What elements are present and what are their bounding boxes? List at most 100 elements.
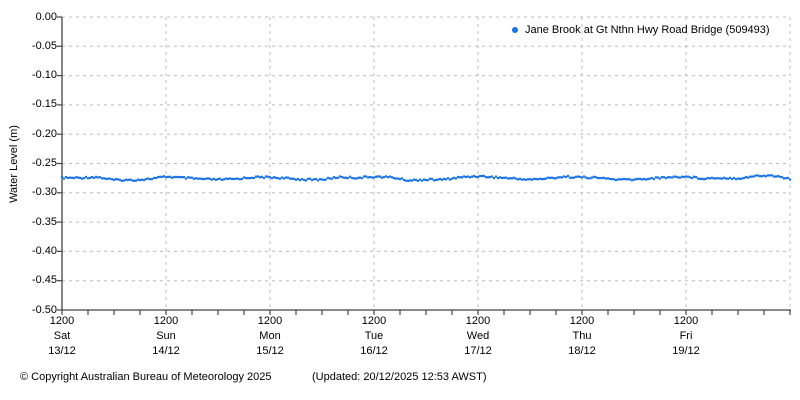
data-point	[670, 176, 674, 179]
data-point	[450, 177, 454, 180]
x-tick-label: 1200 Thu 18/12	[542, 314, 622, 359]
data-point	[326, 176, 330, 179]
data-point	[132, 179, 136, 182]
data-point	[486, 176, 490, 179]
data-point	[662, 176, 666, 179]
data-point	[366, 176, 370, 179]
data-point	[534, 177, 538, 181]
x-tick-time: 1200	[361, 315, 387, 327]
data-point	[478, 174, 482, 178]
data-point	[342, 176, 346, 179]
data-point	[106, 177, 110, 180]
data-point	[250, 176, 254, 179]
data-point	[168, 175, 172, 178]
data-point	[754, 174, 758, 177]
data-point	[118, 178, 122, 181]
data-point	[546, 176, 550, 179]
x-tick-time: 1200	[153, 315, 179, 327]
data-point	[162, 175, 166, 178]
data-point	[426, 179, 430, 182]
data-point	[636, 177, 640, 180]
data-point	[194, 177, 198, 180]
data-point	[286, 176, 290, 179]
data-point	[176, 176, 180, 179]
data-point	[606, 177, 610, 180]
data-point	[378, 175, 382, 178]
data-point	[370, 176, 374, 179]
data-point	[236, 177, 240, 180]
data-point	[540, 178, 544, 181]
data-point	[280, 176, 284, 179]
data-point	[770, 174, 774, 177]
data-point	[382, 176, 386, 179]
data-point	[646, 177, 650, 181]
data-point	[726, 177, 730, 180]
x-tick-date: 15/12	[256, 345, 284, 357]
data-point	[98, 176, 102, 179]
x-tick-time: 1200	[673, 315, 699, 327]
data-point	[614, 179, 618, 182]
data-point	[774, 175, 778, 178]
data-point	[330, 177, 334, 180]
data-point	[206, 177, 210, 180]
data-point	[142, 179, 146, 182]
data-point	[66, 176, 70, 180]
data-point	[524, 178, 528, 181]
data-point	[196, 177, 200, 180]
data-point	[290, 177, 294, 180]
data-point	[300, 177, 304, 181]
data-point	[210, 178, 214, 181]
data-point	[158, 175, 162, 178]
data-point	[782, 177, 786, 180]
legend-label: Jane Brook at Gt Nthn Hwy Road Bridge (5…	[525, 24, 770, 36]
data-point	[508, 177, 512, 180]
data-point	[610, 178, 614, 181]
data-point	[332, 176, 336, 179]
data-point	[578, 175, 582, 178]
data-point	[402, 178, 406, 182]
data-point	[622, 177, 626, 181]
y-tick-label: -0.30	[31, 186, 57, 199]
data-point	[724, 177, 728, 180]
data-point	[304, 179, 308, 182]
data-point	[772, 175, 776, 178]
data-point	[64, 175, 68, 179]
x-tick-day: Sat	[53, 330, 71, 342]
data-point	[306, 177, 310, 181]
data-point	[504, 176, 508, 179]
data-point	[242, 176, 246, 179]
data-point	[466, 175, 470, 178]
data-point	[292, 177, 296, 180]
data-point	[748, 175, 752, 178]
data-point	[146, 177, 150, 180]
data-point	[156, 176, 160, 179]
data-point	[684, 175, 688, 178]
data-point	[500, 176, 504, 180]
y-tick-label: -0.10	[31, 69, 57, 82]
data-point	[234, 177, 238, 180]
data-point	[84, 175, 88, 179]
data-point	[116, 178, 120, 181]
x-tick-day: Sun	[156, 330, 176, 342]
data-point	[204, 177, 208, 180]
data-point	[590, 176, 594, 179]
data-point	[454, 177, 458, 180]
data-point	[212, 177, 216, 180]
data-point	[558, 176, 562, 179]
data-point	[440, 178, 444, 181]
data-point	[674, 175, 678, 178]
data-point	[318, 178, 322, 181]
data-point	[72, 176, 76, 180]
data-point	[218, 177, 222, 180]
data-point	[262, 176, 266, 180]
data-point	[302, 178, 306, 182]
data-point	[456, 175, 460, 179]
data-point	[258, 176, 262, 179]
data-point	[642, 177, 646, 181]
data-point	[564, 175, 568, 179]
y-axis-title: Water Level (m)	[8, 125, 20, 203]
data-point	[406, 179, 410, 183]
data-point	[372, 176, 376, 179]
data-point	[734, 178, 738, 181]
